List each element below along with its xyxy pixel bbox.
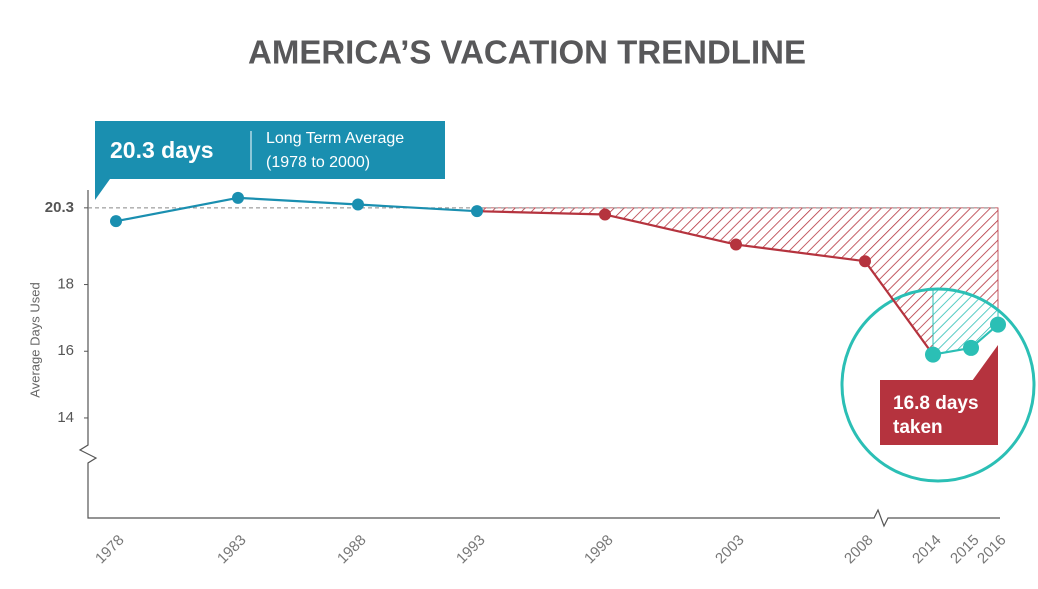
x-tick-label: 1993	[453, 532, 489, 568]
point	[232, 191, 244, 204]
line-segment	[115, 196, 239, 223]
y-tick-label: 20.3	[45, 199, 74, 216]
point	[471, 205, 483, 218]
hatched-areas	[476, 207, 999, 408]
point	[110, 215, 122, 228]
y-tick-label: 14	[57, 409, 74, 426]
point	[599, 208, 611, 221]
y-axis-label: Average Days Used	[27, 282, 42, 397]
x-tick-label: 1998	[581, 532, 617, 568]
x-tick-label: 1978	[92, 532, 128, 568]
line-segment	[864, 260, 934, 356]
x-tick-label: 2015	[947, 532, 983, 568]
x-tick-label: 2003	[712, 532, 748, 568]
line-segment	[604, 213, 737, 246]
point	[925, 346, 941, 363]
axes	[78, 190, 1000, 528]
x-tick-label: 1983	[214, 532, 250, 568]
point	[859, 255, 871, 268]
y-tick-label: 18	[57, 276, 74, 293]
average-pointer	[95, 179, 110, 200]
y-tick-label: 16	[57, 342, 74, 359]
line-segment	[237, 196, 359, 206]
average-box	[95, 121, 445, 179]
average-note: Long Term Average	[266, 130, 404, 147]
x-tick-label: 1988	[334, 532, 370, 568]
highlight-circle	[840, 287, 1036, 483]
point	[963, 339, 979, 356]
line-segment	[735, 243, 866, 263]
x-tick-label: 2014	[909, 532, 945, 568]
callout-pointer	[972, 345, 998, 381]
callout-box	[880, 380, 998, 445]
point	[990, 316, 1006, 333]
point	[352, 198, 364, 211]
line-segment	[476, 210, 606, 216]
point	[730, 238, 742, 251]
deficit-area	[476, 207, 999, 356]
x-tick-label: 2016	[974, 532, 1010, 568]
line-segment	[357, 203, 478, 213]
chart-title: AMERICA’S VACATION TRENDLINE	[248, 34, 806, 71]
average-label: 20.3 days	[110, 137, 214, 163]
callout-text: taken	[893, 417, 943, 438]
callout-text: 16.8 days	[893, 393, 979, 414]
average-note: (1978 to 2000)	[266, 154, 370, 171]
x-tick-label: 2008	[841, 532, 877, 568]
